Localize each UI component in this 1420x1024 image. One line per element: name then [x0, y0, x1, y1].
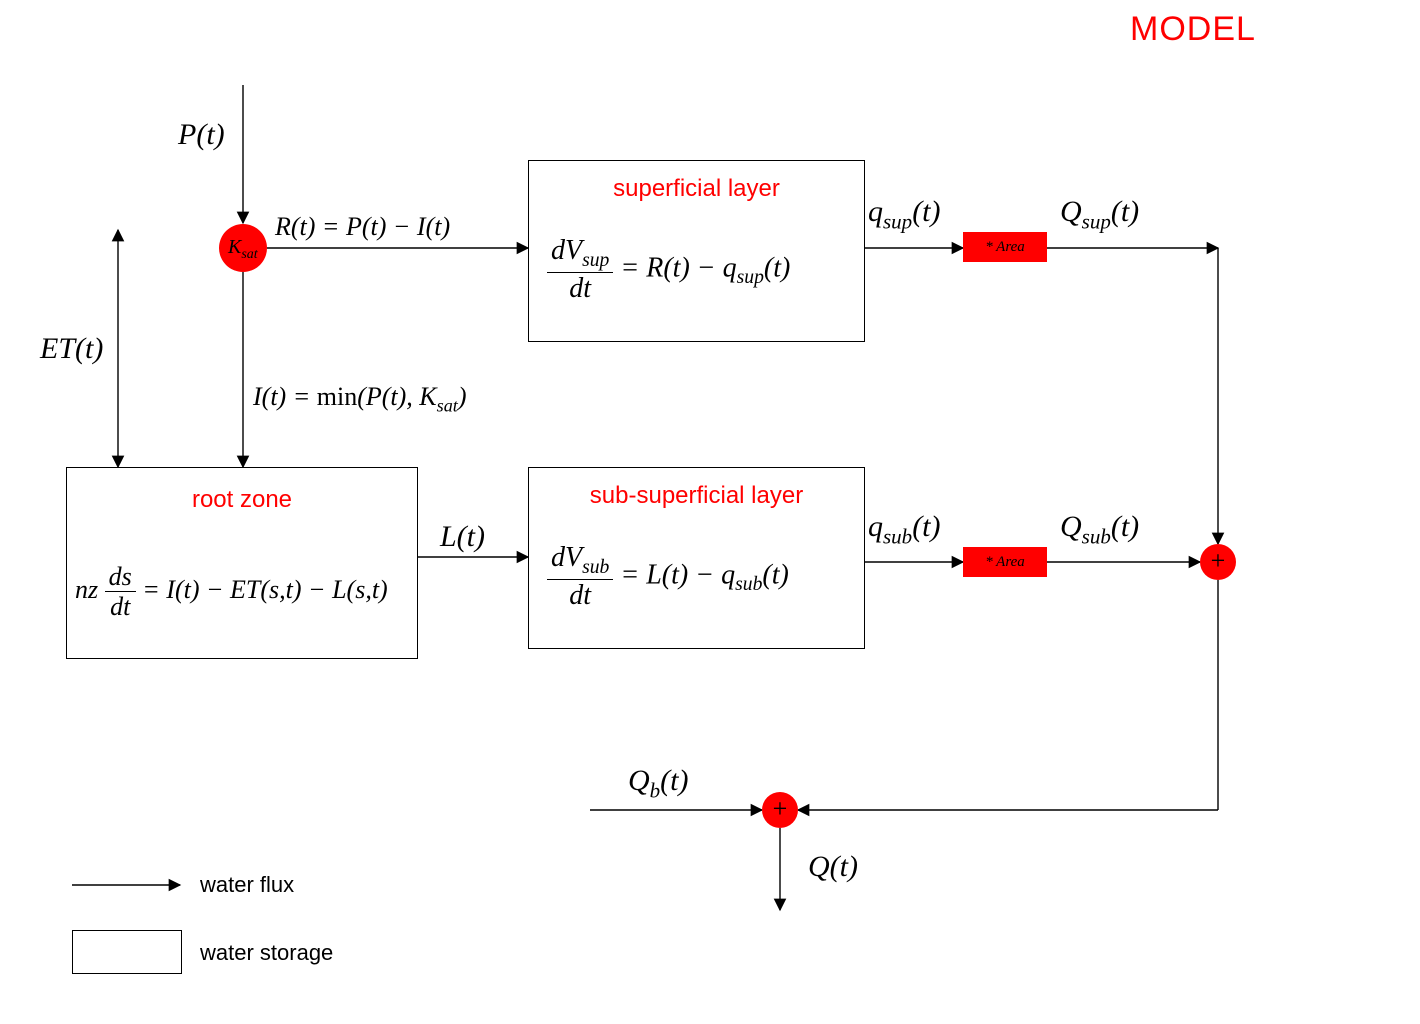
label-I-min: min [317, 382, 357, 411]
root-zone-eq: nz ds dt = I(t) − ET(s,t) − L(s,t) [75, 563, 388, 621]
sub-num: dV [551, 542, 582, 573]
q-sup-a: q [868, 195, 883, 228]
Qb-sub: b [650, 778, 661, 802]
q-sub-a: q [868, 510, 883, 543]
diagram-title: MODEL [1130, 10, 1256, 49]
label-q-sub: qsub(t) [868, 510, 941, 549]
ksat-label-main: K [228, 236, 241, 258]
area-multiplier-sub: * Area [963, 547, 1047, 577]
legend-storage-label: water storage [200, 940, 333, 966]
diagram-stage: MODEL [0, 0, 1420, 1024]
q-sup-sub: sup [883, 209, 912, 233]
sub-rhs-a: = L(t) − q [613, 559, 735, 590]
sub-num-sub: sub [582, 557, 609, 578]
q-sup-b: (t) [912, 195, 940, 228]
Qb-a: Q [628, 764, 650, 797]
Q-sup-b: (t) [1111, 195, 1139, 228]
sup-den: dt [547, 273, 613, 303]
label-L: L(t) [440, 520, 485, 554]
ksat-node: Ksat [219, 224, 267, 272]
Q-sub-b: (t) [1111, 510, 1139, 543]
sup-num: dV [551, 235, 582, 266]
sub-rhs-b: (t) [762, 559, 788, 590]
root-zone-title: root zone [67, 486, 417, 514]
Q-sub-a: Q [1060, 510, 1082, 543]
label-R-eq: R(t) = P(t) − I(t) [275, 212, 450, 242]
legend-storage-icon [72, 930, 182, 974]
sub-den: dt [547, 580, 613, 610]
Q-sup-sub: sup [1082, 209, 1111, 233]
label-I-eq: I(t) = min(P(t), Ksat) [253, 382, 467, 416]
sum-node-2: + [762, 792, 798, 828]
label-Q-out: Q(t) [808, 850, 858, 884]
sub-superficial-box: sub-superficial layer dVsub dt = L(t) − … [528, 467, 865, 649]
label-Qb: Qb(t) [628, 764, 689, 803]
superficial-box: superficial layer dVsup dt = R(t) − qsup… [528, 160, 865, 342]
superficial-eq: dVsup dt = R(t) − qsup(t) [547, 236, 790, 304]
sub-superficial-eq: dVsub dt = L(t) − qsub(t) [547, 543, 789, 611]
area-multiplier-sup: * Area [963, 232, 1047, 262]
label-ET: ET(t) [40, 332, 103, 366]
label-Q-sub: Qsub(t) [1060, 510, 1139, 549]
q-sub-sub: sub [883, 524, 912, 548]
label-Q-sup: Qsup(t) [1060, 195, 1139, 234]
rz-rhs: = I(t) − ET(s,t) − L(s,t) [136, 575, 388, 604]
Q-sup-a: Q [1060, 195, 1082, 228]
plus2-glyph: + [773, 794, 788, 823]
label-I-c: ) [458, 382, 467, 411]
sup-rhs-a: = R(t) − q [613, 252, 736, 283]
label-I-b: (P(t), K [357, 382, 436, 411]
rz-pre: nz [75, 575, 98, 604]
Qb-b: (t) [660, 764, 688, 797]
legend-flux-label: water flux [200, 872, 294, 898]
sub-superficial-title: sub-superficial layer [529, 482, 864, 510]
rz-num: ds [105, 563, 136, 592]
label-I-sub: sat [437, 395, 458, 415]
sub-rhs-sub: sub [735, 574, 762, 595]
sum-node-1: + [1200, 544, 1236, 580]
Q-sub-sub: sub [1082, 524, 1111, 548]
rz-den: dt [105, 592, 136, 620]
q-sub-b: (t) [912, 510, 940, 543]
label-q-sup: qsup(t) [868, 195, 941, 234]
root-zone-box: root zone nz ds dt = I(t) − ET(s,t) − L(… [66, 467, 418, 659]
plus1-glyph: + [1211, 546, 1226, 575]
superficial-title: superficial layer [529, 175, 864, 203]
label-P: P(t) [178, 118, 225, 152]
label-I-a: I(t) = [253, 382, 317, 411]
ksat-label-sub: sat [241, 247, 257, 262]
sup-rhs-b: (t) [764, 252, 790, 283]
sup-rhs-sub: sup [737, 267, 764, 288]
sup-num-sub: sup [582, 250, 609, 271]
